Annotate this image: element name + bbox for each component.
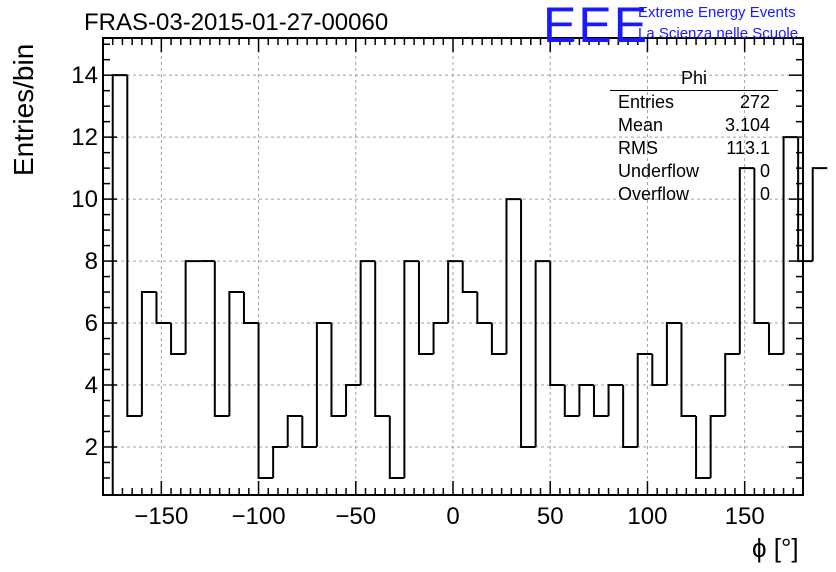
histogram-bin — [622, 385, 638, 448]
histogram-bin — [549, 261, 565, 387]
x-axis-label: ϕ [°] — [752, 533, 799, 563]
histogram-bin — [315, 322, 332, 447]
histogram-bin — [417, 261, 434, 356]
x-tick-label: 100 — [627, 503, 667, 530]
stats-box: Phi Entries 272 Mean 3.104 RMS 113.1 Underf… — [610, 66, 778, 206]
stats-value: 0 — [759, 184, 770, 204]
y-tick-label: 12 — [71, 124, 98, 151]
x-tick-label: 0 — [446, 503, 459, 530]
y-tick-label: 8 — [85, 248, 98, 275]
stats-row: RMS 113.1 — [610, 137, 778, 160]
histogram-bin — [111, 74, 128, 495]
tick-labels: −150 −100 −50 0 50 100 150 2 4 6 8 10 12 14 — [71, 62, 764, 530]
histogram-bin — [607, 384, 624, 416]
histogram-bin — [695, 415, 711, 479]
y-tick-label: 14 — [71, 62, 98, 89]
histogram-bin — [330, 323, 347, 417]
stats-label: Mean — [618, 115, 664, 135]
histogram-bin — [447, 260, 463, 324]
histogram-bin — [184, 260, 201, 355]
histogram-bin — [520, 199, 536, 448]
stats-value: 3.104 — [724, 115, 770, 135]
stats-row: Mean 3.104 — [610, 114, 778, 137]
logo-line-2: La Scienza nelle Scuole — [638, 25, 799, 42]
stats-row: Entries 272 — [610, 91, 778, 114]
x-tick-label: 50 — [537, 503, 564, 530]
histogram-bin — [126, 75, 142, 417]
y-tick-label: 6 — [85, 310, 98, 337]
stats-label: RMS — [618, 138, 658, 158]
stats-label: Overflow — [618, 184, 690, 204]
stats-row: Underflow 0 — [610, 160, 778, 183]
histogram-bin — [782, 136, 799, 355]
histogram-bin — [403, 260, 419, 478]
chart-title: FRAS-03-2015-01-27-00060 — [84, 9, 389, 36]
stats-label: Entries — [618, 92, 675, 112]
y-tick-label: 2 — [85, 434, 98, 461]
histogram-bin — [578, 384, 594, 416]
x-tick-label: −50 — [335, 503, 376, 530]
histogram-bin — [811, 167, 828, 262]
stats-label: Underflow — [618, 161, 700, 181]
histogram-bin — [592, 385, 609, 417]
histogram-bin — [170, 323, 186, 356]
histogram-bin — [461, 261, 478, 294]
stats-value: 113.1 — [726, 138, 770, 158]
histogram-bin — [228, 291, 244, 416]
histogram-bin — [767, 323, 784, 356]
histogram-bin — [753, 168, 769, 325]
histogram-bin — [505, 198, 522, 355]
stats-value: 0 — [759, 161, 770, 181]
stats-value: 272 — [739, 92, 770, 112]
histogram-bin — [374, 261, 390, 417]
histogram-bin — [709, 414, 726, 478]
histogram-bin — [345, 384, 361, 416]
histogram-bin — [636, 353, 653, 447]
histogram-bin — [272, 445, 288, 478]
histogram-bin — [738, 167, 755, 355]
stats-row: Overflow 0 — [610, 183, 778, 206]
histogram-bin — [213, 261, 230, 417]
histogram-bin — [563, 385, 580, 417]
histogram-bin — [724, 353, 740, 416]
axis-ticks — [103, 38, 803, 495]
y-tick-label: 10 — [71, 186, 98, 213]
x-tick-label: −150 — [134, 503, 188, 530]
histogram-bin — [388, 415, 405, 479]
logo-line-1: Extreme Energy Events — [638, 4, 796, 21]
x-tick-label: 150 — [725, 503, 765, 530]
histogram-bin — [534, 260, 551, 447]
histogram-bin — [476, 292, 492, 325]
histogram-bin — [665, 322, 682, 386]
histogram-bin — [242, 292, 259, 325]
histogram-bin — [257, 323, 274, 479]
y-axis-label: Entries/bin — [8, 43, 39, 176]
histogram-bin — [490, 323, 507, 356]
y-tick-label: 4 — [85, 372, 98, 399]
histogram-bin — [286, 414, 303, 447]
histogram-bars — [111, 74, 828, 495]
histogram-bin — [359, 260, 376, 386]
stats-title: Phi — [610, 66, 778, 91]
histogram-bin — [651, 354, 667, 387]
histogram-bin — [432, 322, 449, 355]
histogram-bin — [680, 323, 697, 417]
histogram-bin — [155, 292, 172, 325]
histogram-bin — [301, 415, 317, 448]
eee-logo: EEE — [543, 0, 650, 53]
histogram-bin — [140, 291, 157, 416]
x-tick-label: −100 — [232, 503, 286, 530]
